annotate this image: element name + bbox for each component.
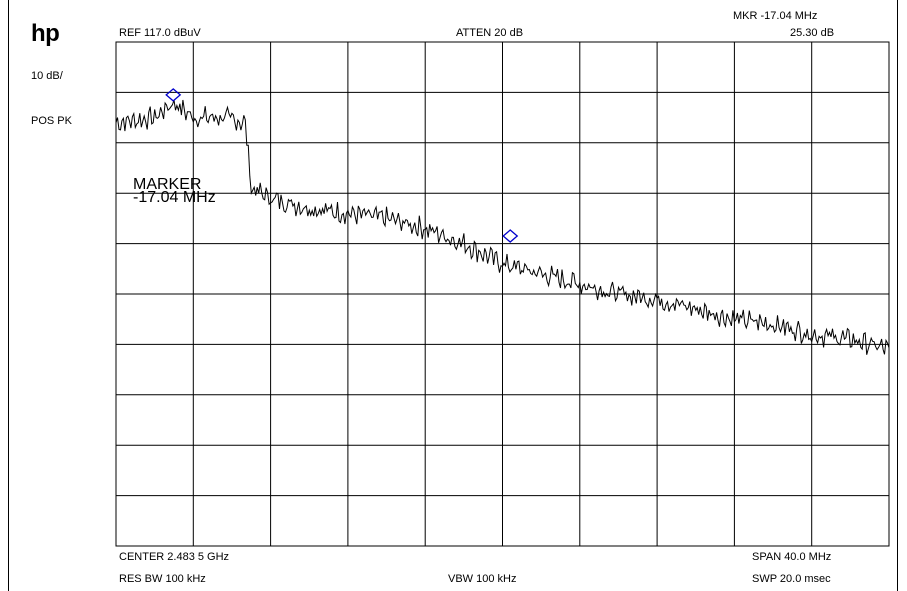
scale-label: 10 dB/	[31, 70, 63, 82]
span-label: SPAN 40.0 MHz	[752, 551, 832, 563]
brand-logo: hp	[31, 20, 60, 47]
ref-level-label: REF 117.0 dBuV	[119, 27, 201, 39]
sweep-time-label: SWP 20.0 msec	[752, 573, 831, 585]
attenuation-label: ATTEN 20 dB	[456, 27, 524, 39]
marker-diamond-reference	[502, 229, 519, 243]
grid-lines	[116, 42, 889, 546]
marker-annotation-title: MARKER	[133, 176, 202, 193]
detector-label: POS PK	[31, 115, 72, 127]
instrument-frame	[8, 0, 898, 591]
resolution-bandwidth-label: RES BW 100 kHz	[119, 573, 206, 585]
markers-group	[165, 88, 519, 243]
video-bandwidth-label: VBW 100 kHz	[448, 573, 517, 585]
center-frequency-label: CENTER 2.483 5 GHz	[119, 551, 230, 563]
marker-frequency-readout: MKR -17.04 MHz	[733, 10, 818, 22]
marker-level-readout: 25.30 dB	[790, 27, 835, 39]
spectrum-trace	[115, 99, 890, 355]
marker-annotation-frequency: -17.04 MHz	[133, 189, 216, 206]
marker-diamond-active	[165, 88, 182, 102]
